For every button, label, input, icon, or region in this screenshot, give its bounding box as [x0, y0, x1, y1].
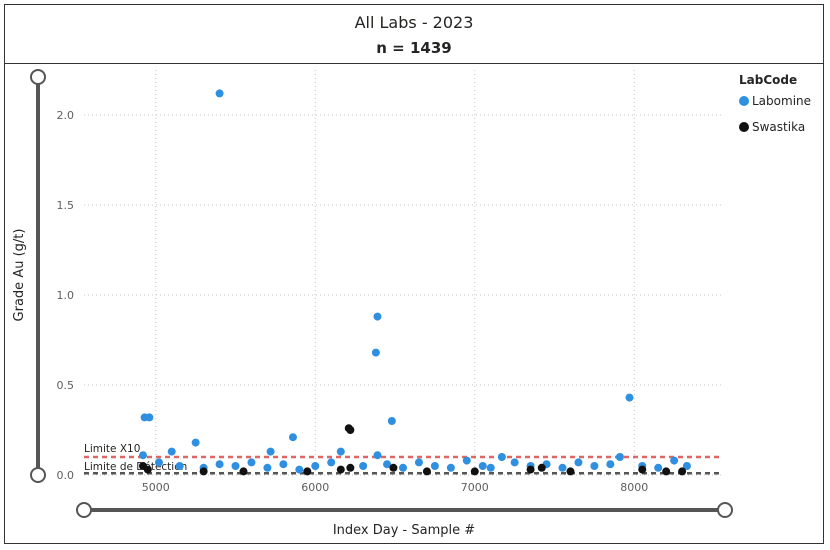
- legend-marker-swastika: [739, 122, 749, 132]
- legend: LabCode Labomine Swastika: [739, 73, 811, 134]
- data-point[interactable]: [346, 463, 355, 472]
- data-point[interactable]: [247, 458, 256, 467]
- legend-label-swastika: Swastika: [752, 120, 805, 134]
- x-slider-right-handle[interactable]: [717, 502, 733, 518]
- data-point[interactable]: [143, 465, 152, 474]
- y-tick-label: 2.0: [57, 109, 75, 122]
- data-point[interactable]: [497, 453, 506, 461]
- chart-frame: [4, 4, 824, 544]
- data-point[interactable]: [279, 460, 288, 469]
- data-point[interactable]: [670, 456, 679, 465]
- data-point[interactable]: [625, 393, 634, 402]
- data-point[interactable]: [303, 467, 312, 476]
- data-point[interactable]: [486, 463, 495, 472]
- x-zoom-slider[interactable]: [76, 502, 733, 518]
- data-point[interactable]: [373, 451, 382, 460]
- data-point[interactable]: [266, 447, 275, 456]
- data-point[interactable]: [558, 463, 567, 472]
- data-point[interactable]: [239, 467, 248, 476]
- data-point[interactable]: [215, 89, 224, 98]
- data-point[interactable]: [399, 463, 407, 472]
- data-point[interactable]: [311, 462, 320, 470]
- legend-marker-labomine: [739, 96, 749, 106]
- y-tick-label: 0.5: [57, 379, 75, 392]
- series-swastika: [139, 424, 687, 476]
- data-point[interactable]: [414, 458, 423, 467]
- data-point[interactable]: [154, 458, 163, 467]
- data-point[interactable]: [654, 463, 663, 472]
- legend-label-labomine: Labomine: [752, 94, 811, 108]
- reference-line-label: Limite X10: [84, 443, 140, 455]
- data-point[interactable]: [383, 460, 392, 469]
- x-tick-label: 6000: [301, 481, 329, 494]
- data-point[interactable]: [430, 462, 439, 470]
- x-axis-title: Index Day - Sample #: [333, 523, 475, 538]
- data-point[interactable]: [638, 465, 647, 474]
- chart-header: All Labs - 2023 n = 1439: [4, 4, 824, 64]
- data-point[interactable]: [327, 458, 336, 467]
- data-point[interactable]: [446, 463, 455, 472]
- data-point[interactable]: [371, 348, 380, 357]
- data-point[interactable]: [662, 467, 671, 476]
- y-slider-top-handle[interactable]: [30, 69, 46, 85]
- data-point[interactable]: [175, 462, 184, 470]
- data-point[interactable]: [288, 433, 297, 442]
- y-tick-label: 1.5: [57, 199, 75, 212]
- data-point[interactable]: [389, 463, 398, 472]
- data-point[interactable]: [615, 453, 624, 461]
- data-point[interactable]: [199, 467, 208, 476]
- x-slider-left-handle[interactable]: [76, 502, 92, 518]
- data-point[interactable]: [526, 465, 535, 474]
- data-point[interactable]: [682, 462, 691, 470]
- data-point[interactable]: [606, 460, 615, 469]
- y-tick-label: 0.0: [57, 469, 75, 482]
- data-point[interactable]: [191, 438, 200, 447]
- y-axis-title: Grade Au (g/t): [12, 229, 27, 322]
- data-point[interactable]: [387, 417, 396, 425]
- legend-item-labomine[interactable]: Labomine: [739, 94, 811, 108]
- data-point[interactable]: [566, 467, 575, 476]
- data-point[interactable]: [215, 460, 224, 469]
- data-point[interactable]: [346, 426, 355, 434]
- data-point[interactable]: [590, 462, 599, 470]
- grid-lines: [84, 70, 722, 476]
- x-tick-label: 7000: [461, 481, 489, 494]
- data-point[interactable]: [295, 465, 304, 474]
- data-point[interactable]: [373, 312, 382, 321]
- y-slider-bottom-handle[interactable]: [30, 467, 46, 483]
- x-tick-label: 5000: [142, 481, 170, 494]
- data-point[interactable]: [678, 467, 687, 476]
- data-point[interactable]: [167, 447, 176, 456]
- data-point[interactable]: [336, 447, 345, 456]
- chart-subtitle: n = 1439: [376, 39, 452, 57]
- x-tick-label: 8000: [620, 481, 648, 494]
- data-point[interactable]: [359, 462, 368, 470]
- data-point[interactable]: [422, 467, 431, 476]
- y-tick-label: 1.0: [57, 289, 75, 302]
- data-point[interactable]: [510, 458, 519, 467]
- series-labomine: [139, 89, 691, 474]
- data-points: [139, 89, 691, 476]
- data-point[interactable]: [537, 463, 546, 472]
- y-axis-ticks: 0.0 0.5 1.0 1.5 2.0: [57, 109, 75, 482]
- data-point[interactable]: [231, 462, 240, 470]
- data-point[interactable]: [470, 467, 479, 476]
- data-point[interactable]: [145, 413, 154, 422]
- y-zoom-slider[interactable]: [30, 69, 46, 483]
- legend-title: LabCode: [739, 73, 797, 87]
- data-point[interactable]: [478, 462, 487, 470]
- data-point[interactable]: [139, 451, 148, 460]
- reference-line-label: Limite de Détection: [84, 461, 187, 473]
- data-point[interactable]: [336, 465, 345, 474]
- data-point[interactable]: [263, 463, 272, 472]
- x-axis-ticks: 5000 6000 7000 8000: [142, 481, 649, 494]
- data-point[interactable]: [462, 456, 471, 465]
- data-point[interactable]: [574, 458, 583, 467]
- chart-title: All Labs - 2023: [354, 13, 474, 32]
- legend-item-swastika[interactable]: Swastika: [739, 120, 805, 134]
